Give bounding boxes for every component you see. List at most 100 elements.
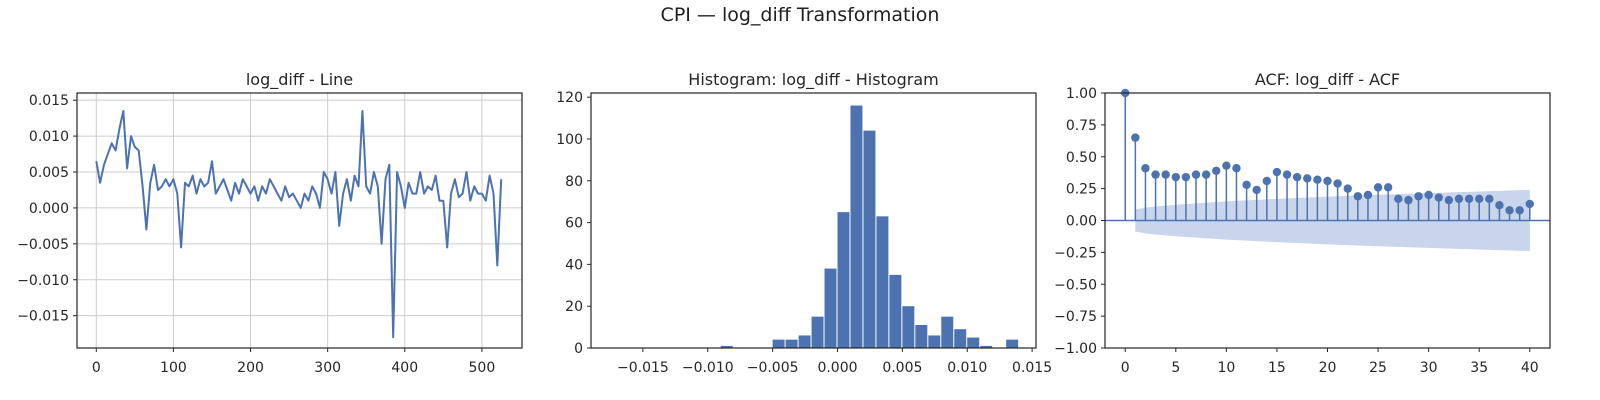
chart3-acf-point (1191, 170, 1201, 179)
chart2-ytick-label: 40 (565, 257, 583, 273)
figure-suptitle: CPI — log_diff Transformation (660, 4, 940, 26)
chart2-ytick-label: 120 (556, 90, 583, 106)
chart3-acf-point (1242, 180, 1251, 189)
chart3-ytick-label: −0.25 (1054, 245, 1097, 261)
chart2-histogram-bar (954, 329, 967, 348)
chart3-acf-point (1424, 190, 1433, 200)
chart3-xtick-label: 25 (1369, 360, 1387, 376)
chart3-acf-point (1383, 183, 1393, 192)
chart3-acf-point (1464, 194, 1474, 204)
chart2-ytick-label: 20 (565, 299, 583, 315)
chart1-ytick-label: 0.005 (29, 165, 69, 181)
chart2-histogram-bar (824, 268, 837, 348)
chart3-xtick-label: 15 (1268, 360, 1286, 376)
chart2-histogram-bar (941, 316, 954, 348)
chart1-xtick-label: 300 (314, 360, 341, 376)
chart2-histogram-bar (1006, 339, 1019, 348)
chart3-xtick-label: 0 (1121, 360, 1130, 376)
chart3-ytick-label: 0.25 (1066, 182, 1097, 198)
chart3-acf-point (1333, 179, 1342, 188)
chart3-acf-point (1515, 206, 1524, 215)
chart3-acf-point (1414, 192, 1423, 201)
chart3-acf-point (1222, 161, 1231, 170)
chart2-xtick-label: −0.015 (617, 360, 669, 376)
chart2-xtick-label: 0.005 (882, 360, 922, 376)
chart1-frame (76, 92, 523, 349)
chart2-ytick-label: 80 (565, 174, 583, 190)
chart2-histogram-bar (980, 345, 993, 348)
chart3-acf-point (1505, 206, 1514, 215)
chart-2 (587, 92, 1037, 352)
chart2-histogram-bar (798, 335, 811, 348)
chart2-histogram-bar (889, 274, 902, 348)
chart2-histogram-bar (928, 335, 941, 348)
chart3-ytick-label: 1.00 (1066, 86, 1097, 102)
chart3-acf-point (1212, 166, 1221, 175)
chart2-histogram-bar (902, 306, 915, 348)
chart3-acf-point (1454, 194, 1464, 204)
chart2-ytick-label: 100 (556, 132, 583, 148)
chart3-xtick-label: 10 (1217, 360, 1235, 376)
chart3-xtick-label: 30 (1420, 360, 1438, 376)
chart2-xtick-label: 0.000 (817, 360, 857, 376)
chart2-histogram-bar (772, 339, 785, 348)
chart3-frame (1104, 92, 1551, 349)
chart2-xtick-label: 0.010 (947, 360, 987, 376)
chart3-acf-point (1262, 176, 1272, 186)
chart1-ytick-label: −0.010 (17, 273, 69, 289)
chart3-acf-point (1181, 172, 1191, 182)
chart3-acf-point (1404, 195, 1413, 205)
chart2-histogram-bar (720, 345, 733, 348)
chart2-title: Histogram: log_diff - Histogram (688, 70, 938, 90)
chart2-ytick-label: 0 (574, 341, 583, 357)
chart3-ytick-label: −0.75 (1054, 309, 1097, 325)
chart3-title: ACF: log_diff - ACF (1255, 70, 1400, 90)
chart3-xtick-label: 5 (1171, 360, 1180, 376)
chart3-acf-point (1495, 201, 1504, 210)
chart2-histogram-bar (811, 316, 824, 348)
chart2-histogram-bar (785, 339, 798, 348)
chart3-acf-point (1373, 183, 1383, 192)
chart1-ytick-label: −0.005 (17, 237, 69, 253)
chart1-ytick-label: 0.010 (29, 129, 69, 145)
chart3-acf-point (1161, 170, 1170, 179)
chart-3 (1101, 88, 1551, 352)
chart2-xtick-label: 0.015 (1012, 360, 1052, 376)
chart2-histogram-bar (837, 212, 850, 348)
chart1-ytick-label: −0.015 (17, 309, 69, 325)
chart2-ytick-label: 60 (565, 216, 583, 232)
chart3-acf-point (1201, 170, 1211, 179)
chart2-frame (590, 92, 1037, 349)
chart3-acf-point (1131, 133, 1140, 142)
chart1-xtick-label: 500 (469, 360, 496, 376)
chart3-acf-point (1343, 184, 1352, 193)
chart3-ytick-label: 0.75 (1066, 118, 1097, 134)
chart1-xtick-label: 400 (391, 360, 418, 376)
chart3-acf-point (1353, 192, 1363, 201)
chart2-histogram-bar (915, 325, 928, 348)
chart1-xtick-label: 0 (92, 360, 101, 376)
chart3-xtick-label: 20 (1319, 360, 1337, 376)
chart3-acf-point (1171, 172, 1180, 182)
chart3-ytick-label: 0.00 (1066, 214, 1097, 230)
chart3-acf-point (1272, 167, 1282, 177)
chart3-acf-point (1292, 172, 1302, 182)
chart1-ytick-label: 0.000 (29, 201, 69, 217)
chart2-histogram-bar (967, 337, 980, 348)
chart2-xtick-label: −0.010 (682, 360, 734, 376)
chart2-histogram-bar (850, 105, 863, 348)
chart2-histogram-bar (876, 216, 889, 348)
chart3-ytick-label: 0.50 (1066, 150, 1097, 166)
chart3-ytick-label: −1.00 (1054, 341, 1097, 357)
chart1-xtick-label: 200 (237, 360, 264, 376)
chart3-acf-point (1313, 175, 1322, 184)
chart3-acf-point (1141, 164, 1150, 173)
chart3-acf-point (1444, 195, 1454, 205)
chart3-acf-point (1252, 185, 1261, 195)
chart2-histogram-bar (863, 130, 876, 348)
chart2-xtick-label: −0.005 (747, 360, 799, 376)
chart3-acf-point (1394, 194, 1403, 204)
chart3-acf-point (1434, 193, 1443, 202)
chart1-title: log_diff - Line (246, 70, 353, 90)
chart1-xtick-label: 100 (160, 360, 187, 376)
